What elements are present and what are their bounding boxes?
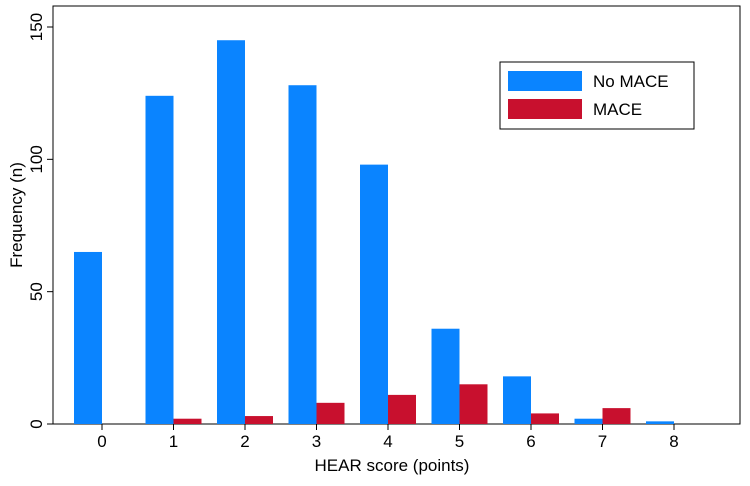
bar-no-mace-4 [360,164,388,425]
bar-mace-6 [531,413,559,424]
y-tick-label-150: 150 [27,13,46,41]
y-tick-label-100: 100 [27,145,46,173]
bar-no-mace-3 [288,85,317,424]
x-tick-label-3: 3 [312,432,321,451]
y-tick-label-50: 50 [27,282,46,301]
y-tick-label-0: 0 [27,419,46,428]
x-tick-label-6: 6 [526,432,535,451]
bar-mace-1 [173,418,202,424]
x-tick-label-1: 1 [169,432,178,451]
bar-no-mace-8 [646,421,674,424]
bar-mace-4 [388,394,416,424]
legend-label-no-mace: No MACE [593,72,669,91]
bars [74,40,674,425]
y-axis-title: Frequency (n) [7,162,26,268]
x-tick-label-5: 5 [455,432,464,451]
legend: No MACE MACE [499,61,695,130]
bar-mace-5 [459,384,488,424]
bar-no-mace-5 [431,328,460,424]
legend-swatch-mace [508,99,582,119]
x-tick-label-0: 0 [97,432,106,451]
bar-mace-2 [245,416,273,424]
x-axis: 0 1 2 3 4 5 6 7 8 [97,424,679,451]
legend-label-mace: MACE [593,100,642,119]
x-tick-label-4: 4 [383,432,392,451]
x-tick-label-7: 7 [598,432,607,451]
x-tick-label-2: 2 [240,432,249,451]
y-axis: 0 50 100 150 [27,13,53,429]
bar-no-mace-2 [217,40,245,424]
bar-no-mace-7 [574,418,603,424]
plot-area [52,5,741,425]
bar-no-mace-1 [145,95,174,425]
x-tick-label-8: 8 [669,432,678,451]
bar-mace-7 [602,408,631,424]
bar-mace-3 [316,402,345,424]
legend-swatch-no-mace [508,71,582,91]
bar-no-mace-6 [503,376,531,424]
bar-no-mace-0 [74,251,102,424]
x-axis-title: HEAR score (points) [315,456,470,475]
